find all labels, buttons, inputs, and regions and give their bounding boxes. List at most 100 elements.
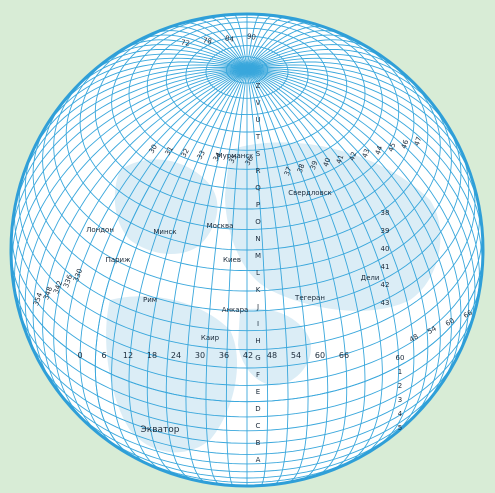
city-label: Мурманск bbox=[217, 152, 254, 160]
meridian-line bbox=[180, 22, 248, 70]
zone-number: 32 bbox=[180, 147, 191, 159]
meridian-line bbox=[246, 64, 465, 157]
zone-number-extra: 2 bbox=[398, 382, 402, 390]
meridian-line bbox=[165, 68, 248, 481]
zone-number: 34 bbox=[212, 151, 224, 163]
city-label: Киев bbox=[223, 256, 241, 264]
meridian-line bbox=[152, 30, 248, 70]
letter-scale-mark: M bbox=[255, 252, 261, 260]
city-label: Лондон bbox=[86, 226, 114, 234]
city-label: Париж bbox=[106, 256, 132, 264]
letter-scale-mark: Z bbox=[256, 82, 261, 90]
zone-number-right: 42 bbox=[348, 151, 359, 162]
longitude-number: 42 bbox=[243, 351, 253, 360]
longitude-number: 12 bbox=[123, 351, 133, 360]
city-label: Каир bbox=[201, 334, 220, 342]
meridian-line bbox=[246, 68, 429, 436]
meridian-line bbox=[246, 69, 289, 485]
longitude-number-right: 48 bbox=[408, 333, 420, 344]
city-label: Тегеран bbox=[294, 294, 325, 302]
longitude-number: 36 bbox=[219, 351, 229, 360]
letter-scale-mark: G bbox=[255, 354, 260, 362]
meridian-line bbox=[246, 68, 483, 251]
meridian-line bbox=[146, 68, 248, 477]
meridian-line bbox=[246, 68, 476, 338]
zone-number-lower: 38 bbox=[381, 209, 390, 217]
equator-label: Экватор bbox=[140, 425, 179, 435]
meridian-line bbox=[246, 22, 314, 70]
zone-number-right: 37 bbox=[283, 166, 294, 177]
letter-scale-mark: V bbox=[256, 99, 261, 107]
meridian-line bbox=[111, 68, 248, 466]
meridian-line bbox=[246, 68, 383, 466]
meridian-line bbox=[246, 66, 475, 187]
longitude-number: 66 bbox=[339, 351, 349, 360]
meridian-line bbox=[122, 39, 248, 70]
zone-number: 31 bbox=[164, 145, 175, 157]
letter-scale-mark: F bbox=[256, 371, 260, 379]
letter-scale-mark: U bbox=[255, 116, 260, 124]
zone-number-lower: 39 bbox=[381, 227, 390, 235]
zone-number: 33 bbox=[196, 149, 207, 161]
meridian-line bbox=[246, 68, 462, 388]
meridian-line bbox=[246, 19, 299, 70]
meridian-line bbox=[18, 68, 248, 338]
longitude-number: 30 bbox=[195, 351, 205, 360]
letter-scale-mark: A bbox=[256, 456, 261, 464]
longitude-number: 0 bbox=[77, 351, 82, 360]
zone-number-extra: 4 bbox=[398, 410, 403, 418]
zone-number-right: 43 bbox=[361, 148, 372, 159]
city-label: Рим bbox=[143, 296, 157, 304]
meridian-line bbox=[246, 34, 357, 70]
zone-number-lower: 43 bbox=[381, 299, 390, 307]
letter-scale-mark: C bbox=[256, 422, 261, 430]
zone-number-extra: 5 bbox=[398, 424, 402, 432]
meridian-line bbox=[246, 57, 437, 109]
zone-number-right: 39 bbox=[309, 160, 320, 171]
zone-number-extra: 1 bbox=[398, 368, 402, 376]
longitude-number: 18 bbox=[147, 351, 157, 360]
meridian-line bbox=[164, 26, 248, 70]
longitude-number: 48 bbox=[267, 351, 277, 360]
meridian-line bbox=[246, 44, 390, 70]
meridian-line bbox=[24, 68, 248, 367]
zone-number-right: 45 bbox=[387, 142, 398, 153]
meridian-line bbox=[246, 68, 329, 481]
meridian-line bbox=[246, 68, 366, 471]
letter-scale-mark: P bbox=[256, 201, 260, 209]
longitude-number-top: 90 bbox=[246, 32, 256, 41]
zone-number-right: 44 bbox=[374, 144, 385, 156]
meridian-line bbox=[246, 68, 482, 219]
longitude-number-top: 72 bbox=[180, 38, 190, 47]
meridian-line bbox=[246, 39, 372, 70]
meridian-line bbox=[207, 16, 248, 70]
letter-scale-mark: R bbox=[256, 167, 261, 175]
land-europe bbox=[114, 159, 218, 255]
meridian-line bbox=[225, 69, 248, 486]
meridian-line bbox=[246, 68, 483, 276]
zone-number-extra: 3 bbox=[398, 396, 402, 404]
meridian-line bbox=[11, 68, 248, 251]
meridian-line bbox=[73, 53, 248, 91]
longitude-number: 24 bbox=[171, 351, 181, 360]
meridian-line bbox=[11, 68, 248, 276]
zone-number-lower: 40 bbox=[381, 245, 390, 253]
letter-scale-mark: L bbox=[256, 269, 260, 277]
longitude-number: 60 bbox=[315, 351, 325, 360]
longitude-number: 54 bbox=[291, 351, 301, 360]
zone-number-lower: 42 bbox=[381, 281, 390, 289]
map-labels: 0 6 12 18 24 30 36 42 48 54 60 66ZVUTSRQPONMLKJIHGF… bbox=[32, 32, 474, 464]
zone-number-extra: 60 bbox=[396, 354, 405, 362]
letter-scale-mark: Q bbox=[255, 184, 261, 192]
meridian-line bbox=[53, 68, 248, 424]
city-label: Дели bbox=[361, 274, 380, 282]
land-shading bbox=[106, 142, 441, 453]
longitude-number-right: 66 bbox=[462, 308, 474, 320]
longitude-number-right: 54 bbox=[426, 324, 438, 336]
globe-outline bbox=[9, 12, 485, 488]
meridian-line bbox=[246, 69, 309, 483]
meridian-line bbox=[65, 68, 248, 436]
meridian-line bbox=[44, 61, 248, 130]
zone-number-right: 40 bbox=[322, 157, 333, 168]
